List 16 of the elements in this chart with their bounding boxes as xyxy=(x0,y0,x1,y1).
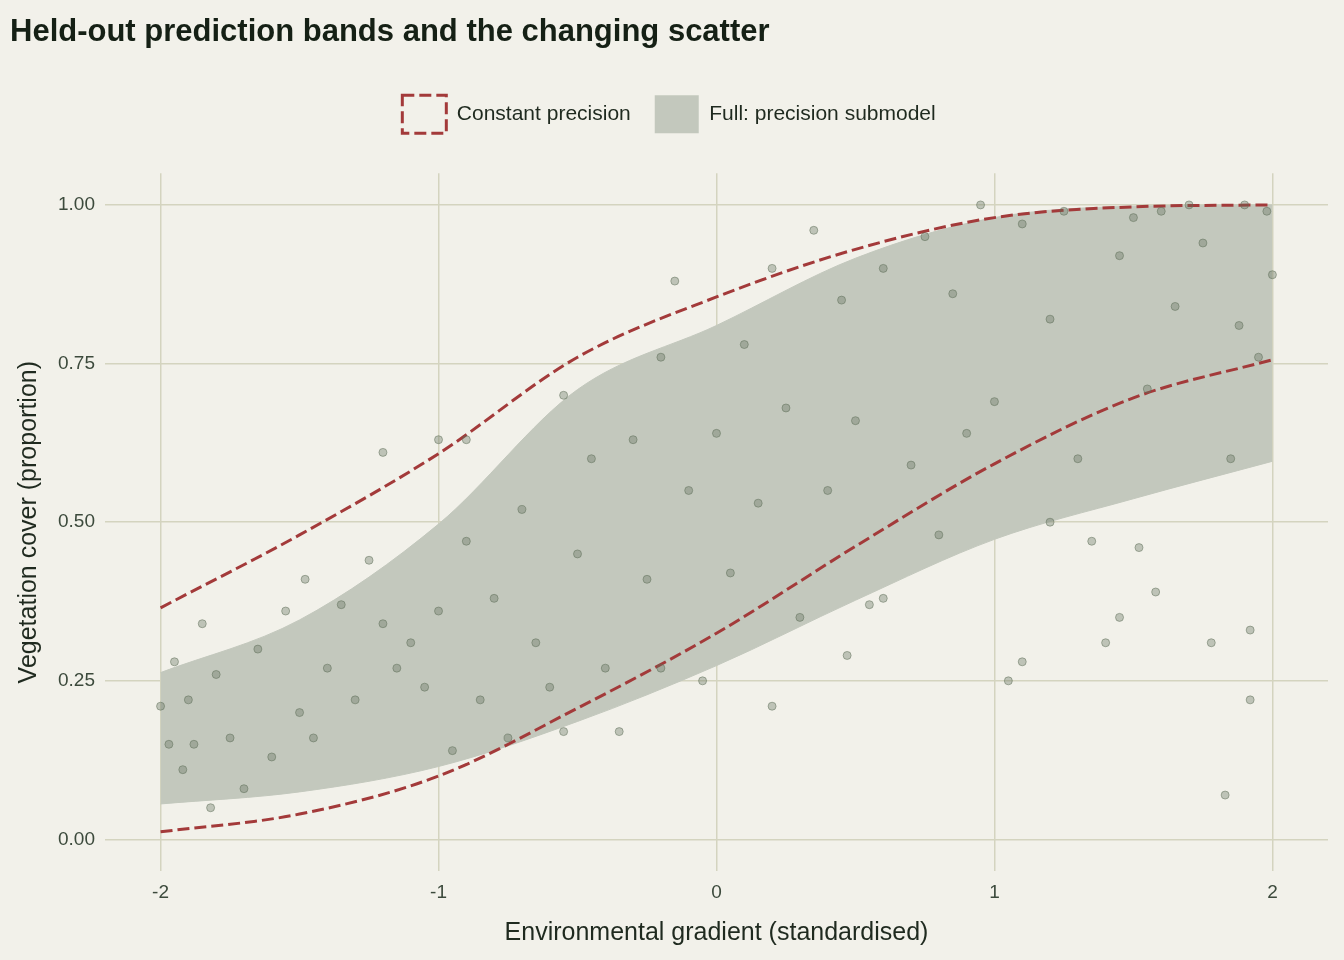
y-tick-label: 0.00 xyxy=(58,827,95,849)
y-axis-title: Vegetation cover (proportion) xyxy=(12,360,41,684)
legend-label: Constant precision xyxy=(456,101,631,124)
y-tick-label: 0.50 xyxy=(58,510,95,532)
line-series xyxy=(159,358,1274,834)
x-tick-label: -1 xyxy=(430,880,447,902)
legend-label: Full: precision submodel xyxy=(709,101,936,124)
x-tick-label: -2 xyxy=(152,880,170,902)
x-tick-label: 2 xyxy=(1267,880,1278,902)
y-tick-label: 1.00 xyxy=(58,193,95,215)
chart-title: Held-out prediction bands and the changing scatter xyxy=(10,13,770,49)
x-tick-label: 0 xyxy=(711,880,722,902)
y-tick-label: 0.25 xyxy=(58,669,95,691)
x-tick-label: 1 xyxy=(989,880,1000,902)
y-tick-label: 0.75 xyxy=(58,351,95,373)
x-axis-title: Environmental gradient (standardised) xyxy=(504,916,929,945)
